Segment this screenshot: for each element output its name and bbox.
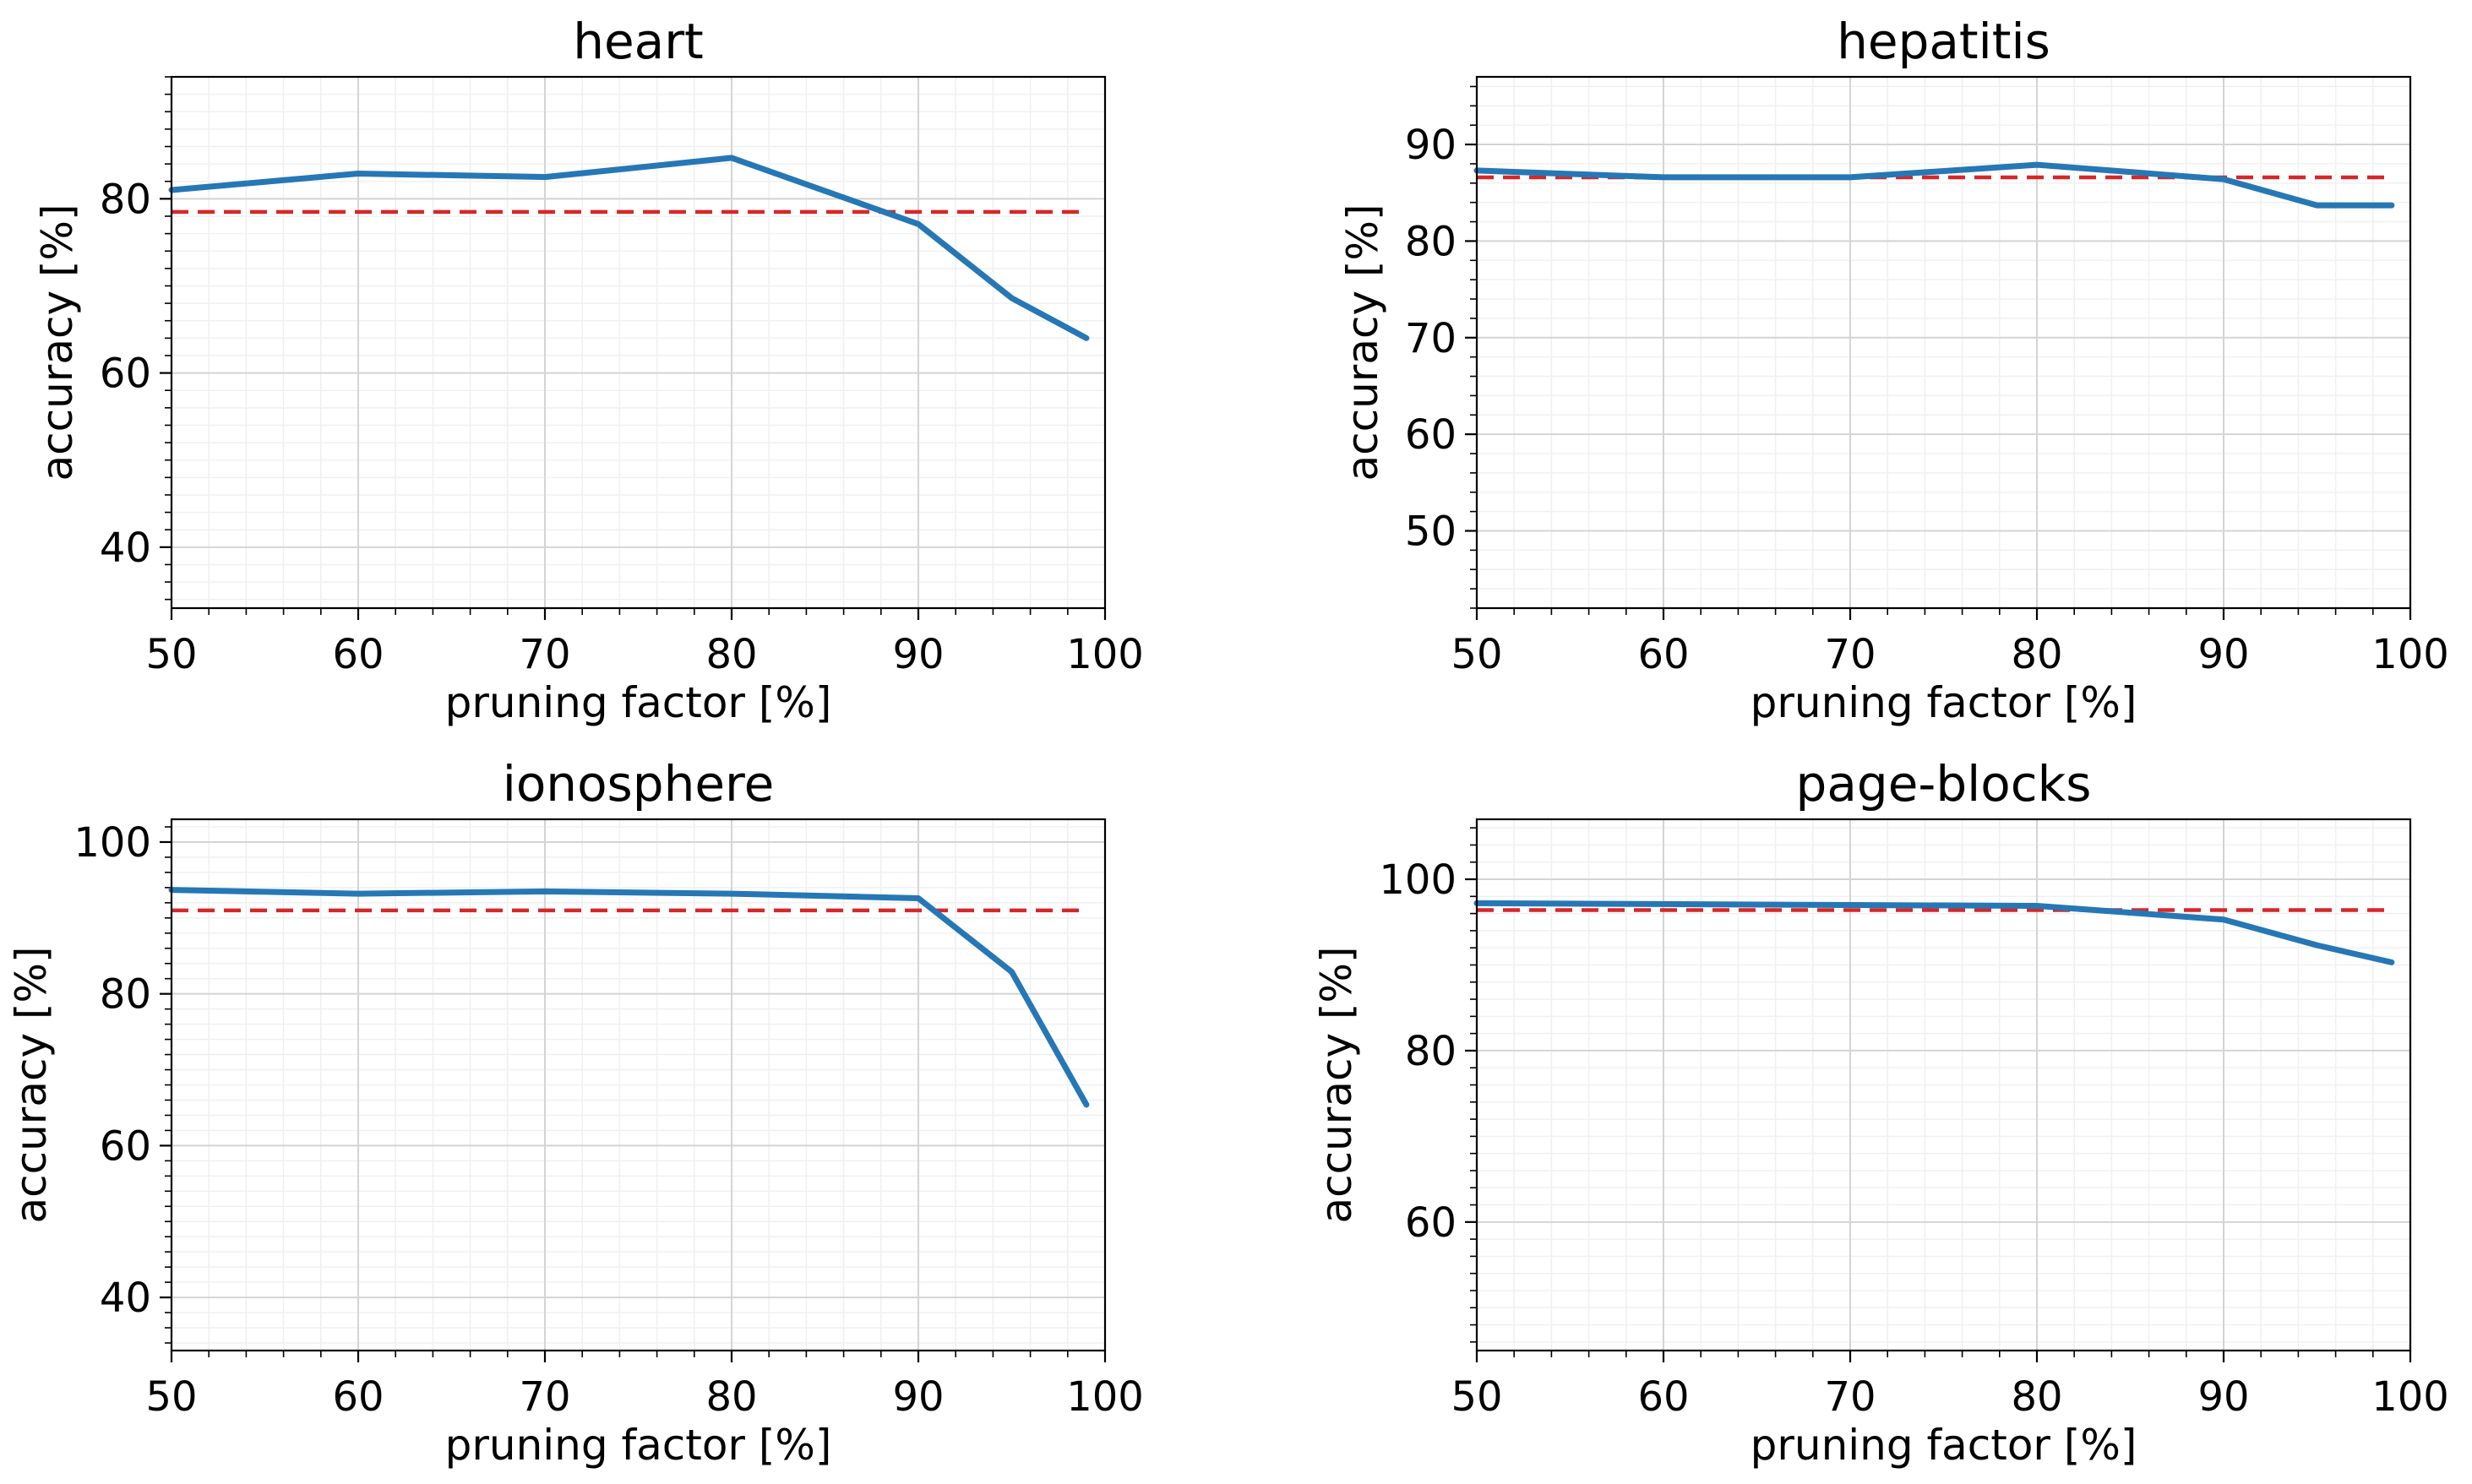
x-tick-label: 70 xyxy=(519,1373,570,1421)
x-axis-label: pruning factor [%] xyxy=(445,1421,832,1470)
x-axis-label: pruning factor [%] xyxy=(1751,678,2137,727)
x-axis-label: pruning factor [%] xyxy=(1751,1421,2137,1470)
major-grid xyxy=(171,819,1106,1351)
x-tick-label: 70 xyxy=(1824,1373,1876,1421)
y-axis-label: accuracy [%] xyxy=(1338,204,1387,481)
plot-frame xyxy=(1475,75,2412,610)
x-tick-label: 80 xyxy=(2011,631,2062,678)
y-tick-label: 100 xyxy=(74,819,151,867)
y-tick-label: 80 xyxy=(100,176,151,223)
minor-grid xyxy=(172,819,1105,1351)
chart-heart: 50 60 70 80 90 100 40 60 80 heart pruning factor [… xyxy=(33,13,1144,727)
y-tick-label: 40 xyxy=(100,525,151,572)
plot-frame xyxy=(170,818,1107,1352)
minor-grid xyxy=(1477,77,2410,609)
y-tick-label: 80 xyxy=(1405,218,1457,265)
y-axis-label: accuracy [%] xyxy=(7,946,56,1223)
x-tick-label: 60 xyxy=(1637,1373,1689,1421)
chart-title: hepatitis xyxy=(1837,13,2050,70)
x-tick-label: 100 xyxy=(2371,1373,2449,1421)
x-tick-label: 70 xyxy=(1824,631,1876,678)
x-tick-label: 60 xyxy=(332,1373,384,1421)
y-tick-label: 60 xyxy=(100,1123,151,1170)
chart-title: heart xyxy=(573,13,704,70)
series-line-accuracy xyxy=(1473,900,2395,965)
y-tick-label: 100 xyxy=(1379,856,1457,904)
plot-frame xyxy=(170,75,1107,610)
x-tick-label: 100 xyxy=(1066,1373,1144,1421)
x-tick-label: 90 xyxy=(2197,631,2249,678)
x-tick-label: 80 xyxy=(705,631,757,678)
x-tick-label: 90 xyxy=(892,1373,944,1421)
x-tick-label: 60 xyxy=(332,631,384,678)
x-tick-label: 90 xyxy=(892,631,944,678)
chart-hepatitis: 50 60 70 80 90 100 50 60 70 80 90 hepatitis pruning … xyxy=(1338,13,2449,727)
x-tick-label: 50 xyxy=(1451,631,1502,678)
x-tick-label: 60 xyxy=(1637,631,1689,678)
minor-grid xyxy=(1477,819,2410,1351)
y-axis-label: accuracy [%] xyxy=(33,204,82,481)
y-tick-label: 50 xyxy=(1405,508,1457,556)
chart-title: ionosphere xyxy=(503,755,775,813)
y-tick-label: 70 xyxy=(1405,315,1457,362)
series-line-accuracy xyxy=(1473,161,2395,209)
x-tick-label: 100 xyxy=(2371,631,2449,678)
x-tick-label: 80 xyxy=(705,1373,757,1421)
plot-frame xyxy=(1475,818,2412,1352)
y-tick-label: 60 xyxy=(1405,1199,1457,1247)
y-axis-label: accuracy [%] xyxy=(1312,946,1361,1223)
x-tick-label: 50 xyxy=(145,1373,197,1421)
series-line-accuracy xyxy=(168,887,1090,1108)
x-tick-label: 50 xyxy=(145,631,197,678)
y-tick-label: 80 xyxy=(1405,1028,1457,1075)
minor-grid xyxy=(172,76,1105,608)
x-tick-label: 100 xyxy=(1066,631,1144,678)
x-tick-label: 80 xyxy=(2011,1373,2062,1421)
chart-title: page-blocks xyxy=(1796,755,2092,813)
x-tick-label: 90 xyxy=(2197,1373,2249,1421)
series-line-accuracy xyxy=(168,155,1090,341)
x-tick-label: 50 xyxy=(1451,1373,1502,1421)
y-tick-label: 80 xyxy=(100,971,151,1019)
y-tick-label: 90 xyxy=(1405,122,1457,169)
chart-page-blocks: 50 60 70 80 90 100 60 80 100 page-blocks pruning f… xyxy=(1312,755,2449,1470)
x-tick-label: 70 xyxy=(519,631,570,678)
y-tick-label: 40 xyxy=(100,1275,151,1322)
x-axis-label: pruning factor [%] xyxy=(445,678,832,727)
y-tick-label: 60 xyxy=(1405,411,1457,459)
chart-ionosphere: 50 60 70 80 90 100 40 60 80 100 ionosphere pruning … xyxy=(7,755,1144,1470)
y-tick-label: 60 xyxy=(100,351,151,398)
major-grid xyxy=(1476,77,2411,608)
major-grid xyxy=(171,77,1106,608)
